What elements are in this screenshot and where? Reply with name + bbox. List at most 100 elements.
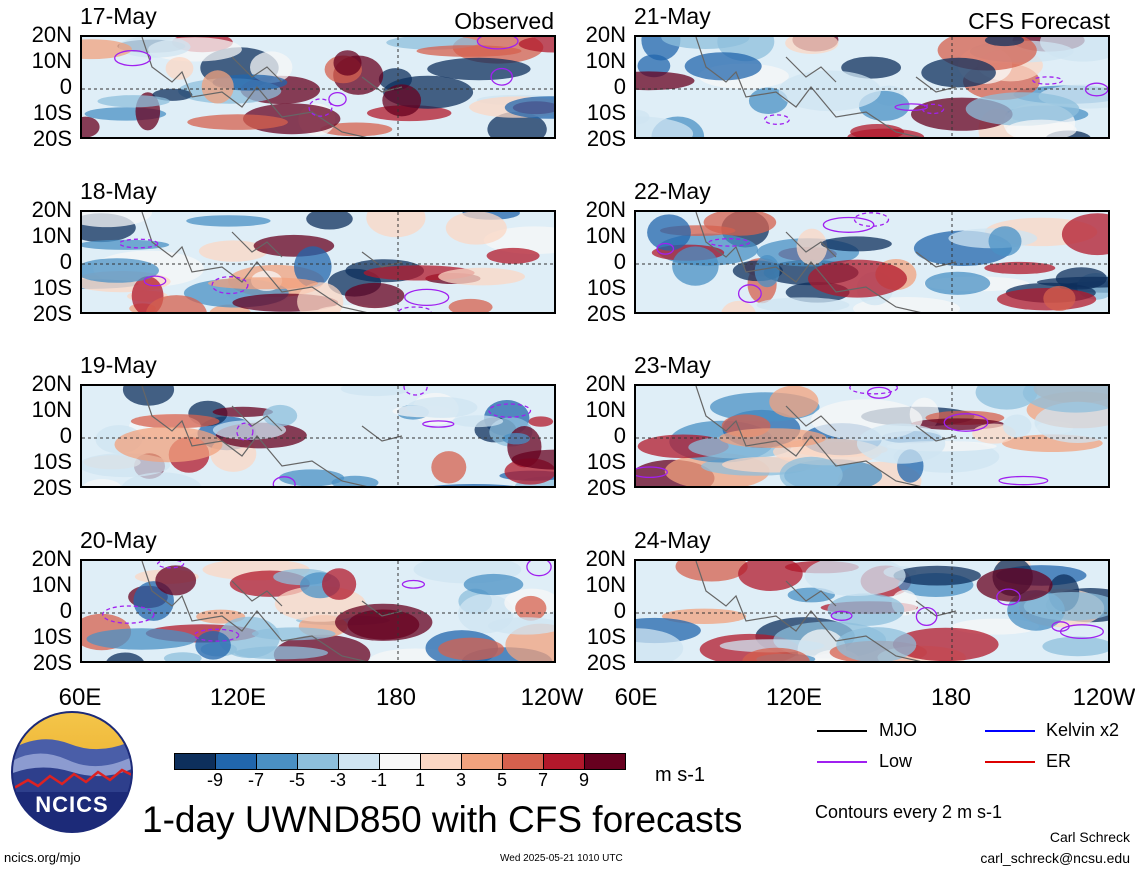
lat-label: 20S — [586, 650, 626, 675]
colorbar-swatch — [338, 753, 380, 770]
anomaly-region — [1042, 636, 1108, 657]
contour-note: Contours every 2 m s-1 — [815, 802, 1003, 822]
anomaly-region — [827, 593, 905, 626]
low-contour — [636, 466, 668, 479]
low-contour — [118, 238, 159, 249]
lat-label: 10S — [32, 624, 72, 649]
main-title: 1-day UWND850 with CFS forecasts — [142, 799, 743, 840]
anomaly-region — [984, 261, 1056, 275]
anomaly-region — [251, 627, 336, 641]
anomaly-region — [636, 71, 695, 91]
wind-anomaly-map — [634, 35, 1110, 139]
anomaly-region — [452, 415, 504, 428]
anomaly-region — [487, 111, 547, 137]
lat-label: 0 — [59, 249, 72, 274]
lat-label: 20S — [586, 126, 626, 151]
anomaly-region — [779, 456, 843, 486]
anomaly-region — [976, 568, 1053, 602]
low-contour — [737, 284, 762, 304]
low-contour — [398, 306, 432, 312]
lat-label: 20N — [585, 197, 626, 222]
low-contour — [236, 422, 254, 441]
wind-anomaly-map — [80, 559, 556, 663]
anomaly-region — [528, 416, 554, 427]
lat-label: 10N — [585, 397, 626, 422]
anomaly-region — [769, 386, 819, 418]
low-contour — [830, 610, 853, 621]
anomaly-region — [804, 561, 906, 596]
wind-anomaly-map — [634, 210, 1110, 314]
anomaly-region — [320, 122, 393, 137]
ncics-logo: NCICS — [10, 710, 134, 834]
anomaly-region — [721, 300, 756, 312]
colorbar-swatch — [420, 753, 462, 770]
lat-label: 0 — [59, 598, 72, 623]
panel-date-label: 21-May — [634, 3, 711, 29]
anomaly-region — [975, 386, 1038, 410]
lat-label: 10S — [586, 100, 626, 125]
legend-label-kelvin: Kelvin x2 — [1046, 720, 1120, 740]
legend-label-mjo: MJO — [879, 720, 917, 740]
anomaly-region — [965, 92, 1080, 126]
anomaly-region — [130, 414, 220, 429]
low-contour — [102, 605, 155, 624]
lat-label: 10S — [32, 449, 72, 474]
anomaly-region — [306, 212, 353, 230]
low-contour — [490, 67, 513, 86]
low-contour — [1032, 76, 1063, 85]
anomaly-region — [988, 226, 1022, 257]
lat-label: 20S — [586, 475, 626, 500]
anomaly-region — [1043, 285, 1076, 311]
anomaly-region — [433, 484, 515, 486]
anomaly-region — [1055, 267, 1107, 290]
anomaly-region — [518, 37, 554, 53]
low-contour — [211, 276, 249, 295]
colorbar-tick-label: -9 — [206, 770, 224, 790]
timestamp: Wed 2025-05-21 1010 UTC — [500, 853, 623, 864]
lon-label-60e-right: 60E — [614, 684, 658, 711]
colorbar-tick-label: -7 — [247, 770, 265, 790]
anomaly-region — [504, 96, 554, 119]
anomaly-region — [448, 298, 493, 312]
anomaly-region — [742, 647, 810, 661]
anomaly-region — [463, 573, 524, 596]
anomaly-region — [82, 239, 170, 250]
legend-line-er — [985, 761, 1035, 763]
anomaly-region — [212, 406, 273, 417]
lat-label: 20S — [586, 301, 626, 326]
anomaly-region — [515, 595, 547, 621]
low-contour — [866, 386, 892, 399]
lat-label: 0 — [613, 598, 626, 623]
lat-label: 20N — [585, 546, 626, 571]
lon-label-120e-left: 120E — [209, 684, 267, 711]
anomaly-region — [719, 639, 825, 653]
lat-label: 20N — [585, 371, 626, 396]
panel-date-label: 24-May — [634, 527, 711, 553]
anomaly-region — [297, 282, 344, 312]
site-url: ncics.org/mjo — [4, 850, 81, 865]
lon-label-180-left: 180 — [375, 684, 417, 711]
anomaly-region — [212, 420, 287, 440]
low-contour — [308, 98, 333, 117]
anomaly-region — [234, 646, 328, 660]
anomaly-region — [921, 57, 996, 88]
colorbar-tick-label: 5 — [496, 770, 508, 790]
anomaly-region — [796, 228, 828, 265]
anomaly-region — [850, 124, 904, 137]
anomaly-region — [821, 236, 892, 252]
anomaly-region — [406, 396, 478, 418]
colorbar-swatch — [379, 753, 421, 770]
lat-label: 10N — [585, 572, 626, 597]
anomaly-region — [86, 628, 197, 650]
low-contour — [915, 606, 938, 627]
colorbar-tick-label: -1 — [370, 770, 388, 790]
colorbar-tick-label: -3 — [329, 770, 347, 790]
anomaly-region — [1002, 414, 1032, 438]
author-name: Carl Schreck — [1049, 829, 1130, 845]
lon-label-60e-left: 60E — [58, 684, 102, 711]
colorbar-tick-label: 3 — [455, 770, 467, 790]
anomaly-region — [486, 247, 540, 264]
colorbar-tick-label: 1 — [414, 770, 426, 790]
wind-anomaly-map — [634, 559, 1110, 663]
lat-label: 20S — [32, 650, 72, 675]
